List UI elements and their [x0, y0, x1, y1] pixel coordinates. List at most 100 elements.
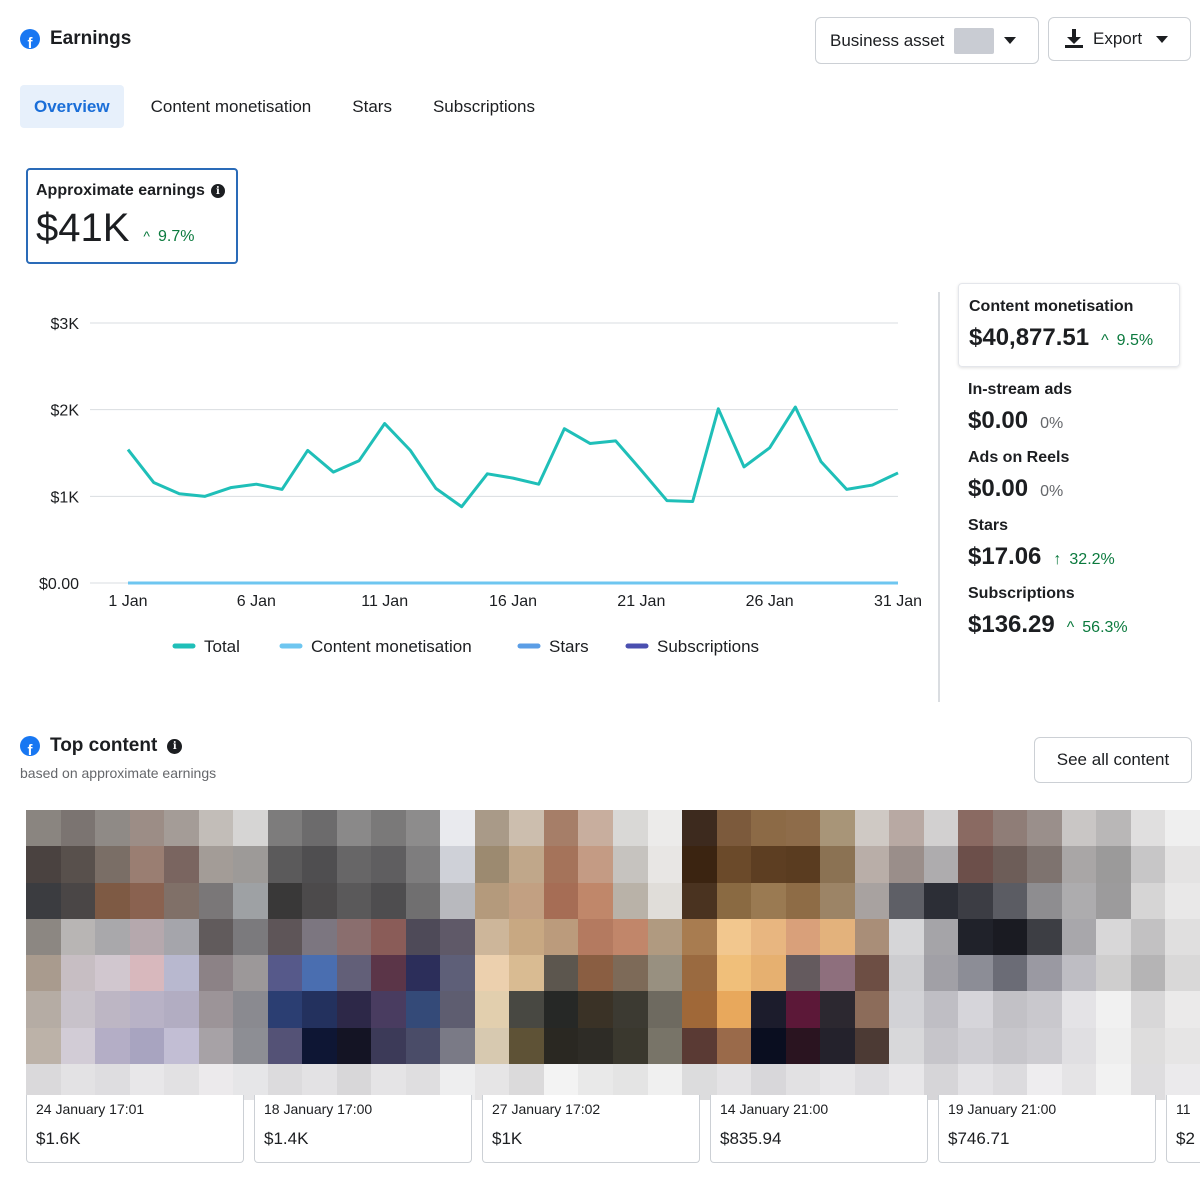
tab-content-monetisation[interactable]: Content monetisation: [150, 96, 312, 116]
thumbnail-pixel: [923, 846, 959, 883]
thumbnail-pixel: [198, 846, 234, 883]
thumbnail-pixel: [405, 955, 441, 992]
thumbnail-pixel: [820, 955, 855, 992]
metric-subscriptions[interactable]: Subscriptions $136.29 ^ 56.3%: [958, 585, 1180, 639]
thumbnail-pixel: [371, 1027, 406, 1064]
metric-row: $0.00 0%: [968, 475, 1170, 503]
business-asset-blurred-value: [954, 27, 995, 54]
thumbnail-pixel: [129, 810, 165, 847]
thumbnail-pixel: [267, 991, 303, 1028]
thumbnail-pixel: [923, 1027, 959, 1064]
thumbnail-pixel: [474, 1027, 510, 1064]
thumbnail-pixel: [647, 918, 683, 955]
approximate-earnings-card[interactable]: Approximate earnings i $41K ^ 9.7%: [26, 168, 238, 264]
content-card[interactable]: 19 January 21:00 $746.71: [938, 1095, 1156, 1163]
thumbnail-pixel: [992, 918, 1028, 955]
x-tick-label: 11 Jan: [361, 593, 408, 610]
metric-stars[interactable]: Stars $17.06 ↑ 32.2%: [958, 517, 1180, 571]
thumbnail-pixel: [440, 1063, 475, 1100]
thumbnail-pixel: [1027, 991, 1062, 1028]
metric-content-monetisation[interactable]: Content monetisation $40,877.51 ^ 9.5%: [958, 283, 1180, 367]
metric-row: $136.29 ^ 56.3%: [968, 611, 1170, 639]
y-tick-label: $1K: [51, 489, 80, 506]
thumbnail-pixel: [612, 882, 648, 919]
thumbnail-pixel: [164, 1027, 199, 1064]
thumbnail-pixel: [1027, 1063, 1062, 1100]
thumbnail-pixel: [129, 991, 165, 1028]
x-tick-label: 16 Jan: [489, 593, 537, 610]
thumbnail-pixel: [543, 810, 579, 847]
content-card[interactable]: 18 January 17:00 $1.4K: [254, 1095, 472, 1163]
thumbnail-pixel: [543, 955, 579, 992]
metrics-panel: Content monetisation $40,877.51 ^ 9.5% I…: [958, 283, 1180, 639]
thumbnail-pixel: [26, 955, 61, 992]
thumbnail-pixel: [233, 1027, 268, 1064]
metric-label: Subscriptions: [968, 585, 1075, 602]
thumbnail-pixel: [302, 1063, 337, 1100]
thumbnail-pixel: [751, 810, 786, 847]
thumbnail-pixel: [267, 1027, 303, 1064]
thumbnail-pixel: [647, 1063, 683, 1100]
see-all-content-button[interactable]: See all content: [1034, 737, 1192, 783]
content-thumbnails-pixelated[interactable]: [26, 810, 1200, 1100]
content-earnings: $1.6K: [36, 1129, 81, 1148]
tab-subscriptions[interactable]: Subscriptions: [432, 96, 536, 116]
tab-overview[interactable]: Overview: [20, 85, 124, 128]
thumbnail-pixel: [923, 955, 959, 992]
thumbnail-pixel: [129, 955, 165, 992]
thumbnail-pixel: [923, 991, 959, 1028]
thumbnail-pixel: [682, 882, 717, 919]
thumbnail-pixel: [1096, 955, 1131, 992]
thumbnail-pixel: [371, 955, 406, 992]
metric-label: In-stream ads: [968, 381, 1073, 398]
thumbnail-pixel: [647, 810, 683, 847]
thumbnail-pixel: [854, 1027, 890, 1064]
content-card[interactable]: 24 January 17:01 $1.6K: [26, 1095, 244, 1163]
thumbnail-pixel: [1096, 1027, 1131, 1064]
thumbnail-pixel: [612, 991, 648, 1028]
thumbnail-pixel: [60, 955, 96, 992]
thumbnail-pixel: [1165, 955, 1200, 992]
metric-change: 0%: [1040, 483, 1064, 500]
thumbnail-pixel: [26, 1063, 61, 1100]
approximate-earnings-value: $41K: [36, 206, 130, 250]
thumbnail-pixel: [751, 1063, 786, 1100]
thumbnail-pixel: [60, 991, 96, 1028]
content-date: 19 January 21:00: [948, 1101, 1057, 1117]
content-card[interactable]: 14 January 21:00 $835.94: [710, 1095, 928, 1163]
tab-stars[interactable]: Stars: [352, 96, 392, 116]
thumbnail-pixel: [958, 846, 993, 883]
thumbnail-pixel: [95, 991, 130, 1028]
thumbnail-pixel: [716, 1027, 752, 1064]
thumbnail-pixel: [854, 1063, 890, 1100]
thumbnail-pixel: [1096, 846, 1131, 883]
content-card[interactable]: 11 $2: [1166, 1095, 1200, 1163]
metric-row: $40,877.51 ^ 9.5%: [969, 324, 1169, 352]
thumbnail-pixel: [474, 882, 510, 919]
content-earnings: $835.94: [720, 1129, 782, 1148]
thumbnail-pixel: [923, 1063, 959, 1100]
metric-ads-on-reels[interactable]: Ads on Reels $0.00 0%: [958, 449, 1180, 503]
thumbnail-pixel: [1061, 955, 1097, 992]
thumbnail-pixel: [578, 1063, 613, 1100]
info-icon[interactable]: i: [167, 738, 183, 754]
metric-in-stream-ads[interactable]: In-stream ads $0.00 0%: [958, 381, 1180, 435]
thumbnail-pixel: [267, 918, 303, 955]
caret-down-icon: [1004, 37, 1017, 44]
x-tick-label: 6 Jan: [237, 593, 276, 610]
thumbnail-pixel: [405, 1063, 441, 1100]
content-card[interactable]: 27 January 17:02 $1K: [482, 1095, 700, 1163]
thumbnail-pixel: [1027, 955, 1062, 992]
business-asset-select[interactable]: Business asset: [815, 17, 1039, 64]
earnings-line-chart[interactable]: $0.00 $1K $2K $3K 1 Jan 6 Jan 11 Jan 16 Jan 21 J…: [0, 285, 930, 685]
thumbnail-pixel: [1165, 846, 1200, 883]
export-button[interactable]: Export: [1048, 17, 1191, 61]
thumbnail-pixel: [1165, 991, 1200, 1028]
thumbnail-pixel: [958, 918, 993, 955]
thumbnail-pixel: [958, 882, 993, 919]
info-icon[interactable]: i: [210, 184, 225, 198]
thumbnail-pixel: [578, 846, 613, 883]
thumbnail-pixel: [371, 991, 406, 1028]
thumbnail-pixel: [474, 846, 510, 883]
thumbnail-pixel: [95, 1027, 130, 1064]
